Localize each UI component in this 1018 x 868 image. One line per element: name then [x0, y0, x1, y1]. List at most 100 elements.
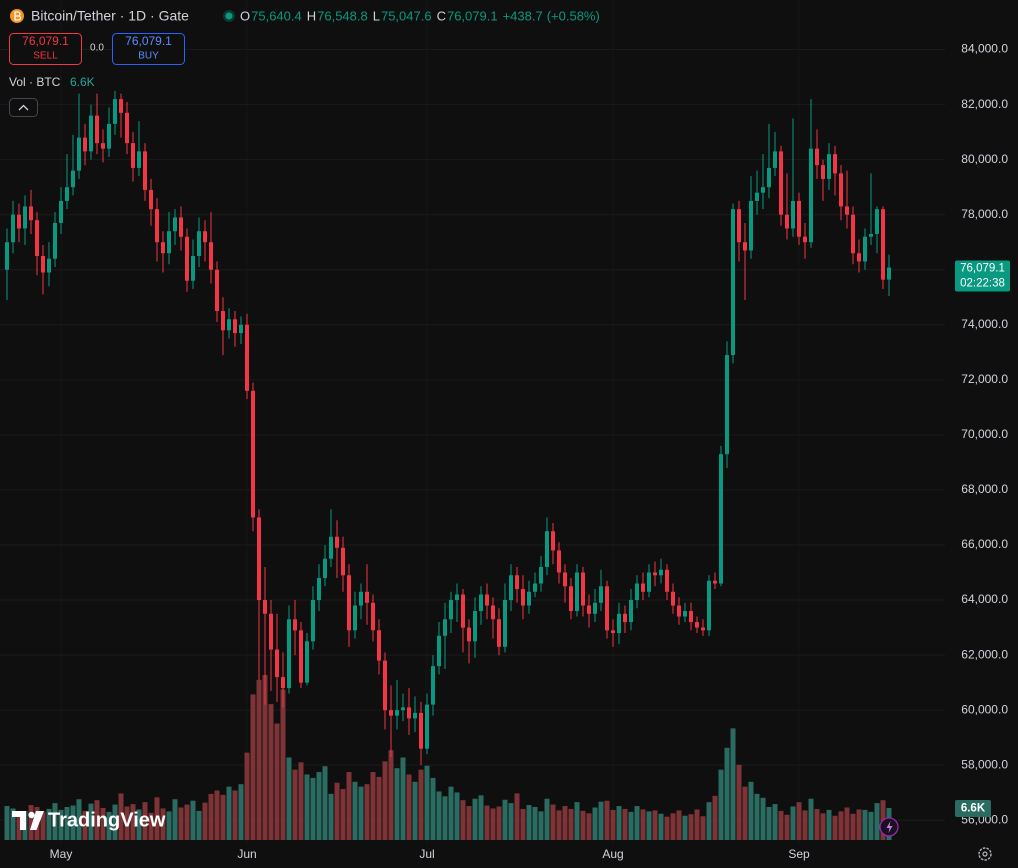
- volume-bar: [358, 786, 364, 840]
- candle-body: [611, 630, 615, 634]
- volume-bar: [160, 808, 166, 840]
- candle-body: [95, 115, 99, 144]
- buy-button[interactable]: [112, 33, 185, 65]
- y-tick-label: 84,000.0: [961, 42, 1008, 56]
- volume-bar: [40, 811, 46, 840]
- candle-body: [251, 390, 255, 518]
- candle-body: [29, 206, 33, 221]
- candle-body: [341, 547, 345, 576]
- volume-bar: [232, 790, 238, 840]
- volume-bar: [118, 793, 124, 840]
- volume-bar: [442, 796, 448, 840]
- volume-bar: [454, 792, 460, 840]
- volume-bar: [370, 772, 376, 840]
- candle-body: [293, 619, 297, 631]
- volume-bar: [586, 813, 592, 840]
- legend-key: H: [307, 8, 316, 23]
- volume-bar: [142, 802, 148, 840]
- candle-body: [137, 151, 141, 168]
- settings-button[interactable]: [978, 847, 992, 861]
- volume-bar: [616, 806, 622, 840]
- volume-bar: [292, 769, 298, 840]
- volume-bar: [628, 811, 634, 840]
- volume-bar: [352, 781, 358, 840]
- candle-body: [575, 572, 579, 612]
- candle-body: [185, 236, 189, 281]
- candle-body: [389, 710, 393, 716]
- volume-bar: [388, 750, 394, 840]
- y-tick-label: 80,000.0: [961, 152, 1008, 166]
- symbol-icon-glyph: [14, 11, 22, 21]
- volume-bar: [310, 777, 316, 840]
- volume-bar: [364, 784, 370, 840]
- volume-bar: [766, 807, 772, 840]
- volume-bar: [676, 810, 682, 840]
- candle-body: [107, 123, 111, 149]
- candle-body: [821, 165, 825, 179]
- volume-bar: [688, 814, 694, 840]
- volume-bar: [46, 808, 52, 840]
- plot-area: [0, 49, 945, 840]
- x-tick-label: Aug: [602, 847, 623, 861]
- collapse-button[interactable]: [9, 98, 38, 117]
- brand-logo-slash: [30, 811, 44, 830]
- lightning-icon: [886, 821, 893, 833]
- candle-body: [761, 187, 765, 193]
- volume-bar: [334, 782, 340, 840]
- candle-body: [725, 355, 729, 455]
- symbol-title[interactable]: Bitcoin/Tether · 1D · Gate: [31, 8, 189, 24]
- candle-body: [203, 231, 207, 243]
- candle-body: [383, 660, 387, 711]
- volume-bar: [640, 809, 646, 840]
- candle-body: [437, 635, 441, 667]
- candle-body: [581, 572, 585, 606]
- candle-body: [401, 707, 405, 711]
- volume-bar: [850, 813, 856, 840]
- sell-button[interactable]: [9, 33, 82, 65]
- candle-body: [653, 572, 657, 576]
- candle-body: [695, 622, 699, 628]
- volume-bar: [868, 811, 874, 840]
- candle-body: [227, 319, 231, 331]
- candle-body: [455, 594, 459, 601]
- candle-body: [719, 454, 723, 584]
- volume-bar: [532, 807, 538, 840]
- brand-name[interactable]: TradingView: [48, 809, 166, 831]
- candle-body: [593, 602, 597, 614]
- volume-bar: [184, 804, 190, 840]
- candle-body: [365, 591, 369, 603]
- candle-body: [35, 220, 39, 256]
- volume-bar: [646, 811, 652, 840]
- legend-key: L: [373, 8, 380, 23]
- volume-bar: [718, 769, 724, 840]
- candle-body: [113, 99, 117, 124]
- volume-bar: [16, 814, 22, 840]
- last-price-tag: [955, 260, 1010, 292]
- candle-body: [527, 591, 531, 606]
- settings-icon-center: [982, 851, 988, 857]
- candle-body: [707, 580, 711, 631]
- volume-bar: [622, 808, 628, 840]
- candle-body: [317, 578, 321, 601]
- last-price-label: 76,079.1: [960, 263, 1005, 275]
- candle-body: [641, 583, 645, 592]
- candle-body: [779, 151, 783, 215]
- volume-bar: [340, 789, 346, 840]
- volume-bar: [760, 797, 766, 840]
- volume-title[interactable]: Vol · BTC: [9, 75, 61, 89]
- candle-body: [47, 258, 51, 273]
- volume-value: 6.6K: [70, 75, 95, 89]
- candle-body: [371, 602, 375, 631]
- legend-value: 75,640.4: [251, 8, 302, 23]
- volume-bar: [484, 805, 490, 840]
- volume-bar: [778, 810, 784, 840]
- volume-bar: [172, 799, 178, 840]
- volume-bar: [328, 793, 334, 840]
- candle-body: [479, 594, 483, 612]
- market-status-dot[interactable]: [225, 12, 233, 20]
- volume-bar: [100, 807, 106, 840]
- candle-body: [755, 192, 759, 201]
- volume-bar: [730, 728, 736, 840]
